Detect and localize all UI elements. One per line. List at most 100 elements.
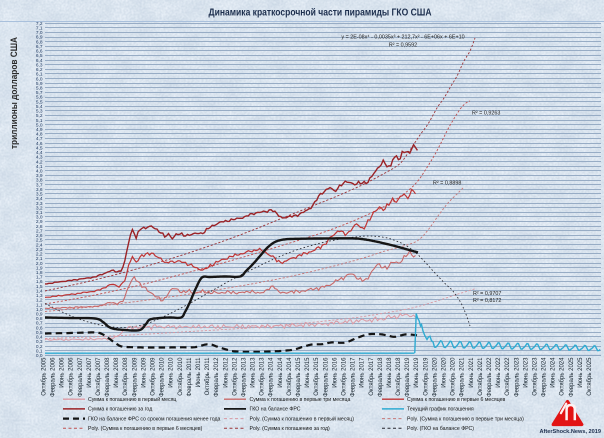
svg-text:ГКО на балансе ФРС: ГКО на балансе ФРС	[250, 407, 301, 413]
svg-text:3,2: 3,2	[36, 205, 43, 211]
svg-text:Октябрь 2019: Октябрь 2019	[423, 357, 429, 396]
svg-text:5,9: 5,9	[36, 81, 43, 87]
svg-text:0,9: 0,9	[36, 311, 43, 317]
svg-text:4,1: 4,1	[36, 164, 43, 170]
svg-text:Октябрь 2005: Октябрь 2005	[41, 357, 47, 396]
svg-text:0,0: 0,0	[36, 353, 43, 359]
svg-text:Июнь 2023: Июнь 2023	[523, 357, 529, 388]
svg-text:1,1: 1,1	[36, 302, 43, 308]
svg-text:Июнь 2012: Июнь 2012	[223, 357, 229, 388]
svg-text:4,3: 4,3	[36, 155, 43, 161]
svg-text:Октябрь 2024: Октябрь 2024	[560, 357, 566, 396]
svg-text:3,4: 3,4	[36, 196, 43, 202]
svg-text:4,6: 4,6	[36, 141, 43, 147]
svg-text:Февраль 2009: Февраль 2009	[132, 357, 138, 397]
svg-text:Июнь 2018: Июнь 2018	[387, 357, 393, 388]
svg-text:R² = 0,9263: R² = 0,9263	[472, 111, 500, 117]
svg-text:0,4: 0,4	[36, 335, 43, 341]
svg-text:5,7: 5,7	[36, 90, 43, 96]
svg-text:6,7: 6,7	[36, 44, 43, 50]
svg-text:0,3: 0,3	[36, 339, 43, 345]
svg-text:Февраль 2018: Февраль 2018	[378, 357, 384, 397]
svg-text:Февраль 2015: Февраль 2015	[296, 357, 302, 397]
svg-text:4,8: 4,8	[36, 132, 43, 138]
svg-text:Июнь 2008: Июнь 2008	[114, 357, 120, 388]
svg-text:4,4: 4,4	[36, 150, 43, 156]
svg-text:1,3: 1,3	[36, 293, 43, 299]
svg-text:5,1: 5,1	[36, 118, 43, 124]
svg-text:Poly. (Сумма к погашению в пер: Poly. (Сумма к погашению в первые три ме…	[407, 416, 524, 422]
svg-text:6,0: 6,0	[36, 76, 43, 82]
svg-text:Февраль 2019: Февраль 2019	[405, 357, 411, 397]
svg-text:7,2: 7,2	[36, 21, 43, 27]
svg-text:Июнь 2010: Июнь 2010	[169, 357, 175, 388]
svg-text:Июнь 2024: Июнь 2024	[551, 357, 557, 388]
svg-text:5,4: 5,4	[36, 104, 43, 110]
svg-text:Июнь 2016: Июнь 2016	[332, 357, 338, 388]
svg-text:Октябрь 2017: Октябрь 2017	[369, 357, 375, 396]
svg-text:Февраль 2014: Февраль 2014	[269, 357, 275, 397]
svg-text:Февраль 2024: Февраль 2024	[542, 357, 548, 397]
svg-text:Февраль 2016: Февраль 2016	[323, 357, 329, 397]
svg-text:Февраль 2025: Февраль 2025	[569, 357, 575, 397]
svg-text:6,5: 6,5	[36, 53, 43, 59]
svg-text:2,7: 2,7	[36, 228, 43, 234]
svg-text:2,4: 2,4	[36, 242, 43, 248]
svg-text:Poly. (ГКО на балансе ФРС): Poly. (ГКО на балансе ФРС)	[407, 426, 474, 432]
svg-text:3,3: 3,3	[36, 201, 43, 207]
svg-text:Октябрь 2011: Октябрь 2011	[205, 357, 211, 395]
svg-text:1,9: 1,9	[36, 265, 43, 271]
svg-text:Июнь 2025: Июнь 2025	[578, 357, 584, 388]
svg-text:0,2: 0,2	[36, 344, 43, 350]
svg-text:Февраль 2022: Февраль 2022	[487, 357, 493, 397]
svg-text:Июнь 2007: Июнь 2007	[87, 357, 93, 388]
svg-text:Октябрь 2013: Октябрь 2013	[260, 357, 266, 396]
svg-text:Poly. (Сумма к погашению в пер: Poly. (Сумма к погашению в первый месяц)	[250, 415, 355, 422]
svg-text:Октябрь 2007: Октябрь 2007	[96, 357, 102, 396]
svg-text:4,2: 4,2	[36, 159, 43, 165]
svg-text:Июнь 2011: Июнь 2011	[196, 357, 202, 387]
svg-text:5,6: 5,6	[36, 95, 43, 101]
svg-text:4,7: 4,7	[36, 136, 43, 142]
svg-text:4,5: 4,5	[36, 145, 43, 151]
svg-text:4,9: 4,9	[36, 127, 43, 133]
svg-text:Сумма к погашению в первый мес: Сумма к погашению в первый месяц	[88, 396, 176, 403]
svg-text:1,7: 1,7	[36, 275, 43, 281]
svg-text:1,6: 1,6	[36, 279, 43, 285]
svg-text:Июнь 2021: Июнь 2021	[469, 357, 475, 388]
svg-text:3,8: 3,8	[36, 178, 43, 184]
svg-text:6,1: 6,1	[36, 72, 43, 78]
svg-text:Июнь 2015: Июнь 2015	[305, 357, 311, 388]
svg-text:Сумма к погашению в первые 6 м: Сумма к погашению в первые 6 месяцев	[407, 397, 506, 403]
svg-text:Февраль 2021: Февраль 2021	[460, 357, 466, 397]
svg-text:Октябрь 2010: Октябрь 2010	[178, 357, 184, 396]
svg-text:Октябрь 2009: Октябрь 2009	[151, 357, 157, 396]
svg-text:Февраль 2008: Февраль 2008	[105, 357, 111, 397]
svg-text:Октябрь 2015: Октябрь 2015	[314, 357, 320, 396]
svg-text:Июнь 2009: Июнь 2009	[141, 357, 147, 388]
svg-text:Poly. (Сумма к погашению за го: Poly. (Сумма к погашению за год)	[250, 426, 331, 432]
svg-text:5,5: 5,5	[36, 99, 43, 105]
svg-text:Февраль 2010: Февраль 2010	[160, 357, 166, 397]
svg-text:1,5: 1,5	[36, 284, 43, 290]
svg-text:Июнь 2020: Июнь 2020	[442, 357, 448, 388]
svg-text:3,0: 3,0	[36, 215, 43, 221]
svg-text:4,0: 4,0	[36, 169, 43, 175]
svg-text:y = 2E-08x⁴ - 0,0035x³ + 212,7: y = 2E-08x⁴ - 0,0035x³ + 212,7x² - 6E+06…	[341, 35, 464, 41]
svg-text:Июнь 2006: Июнь 2006	[60, 357, 66, 388]
svg-text:2,8: 2,8	[36, 224, 43, 230]
svg-text:3,1: 3,1	[36, 210, 43, 216]
svg-text:6,4: 6,4	[36, 58, 43, 64]
svg-text:Сумма к погашению в первые три: Сумма к погашению в первые три месяца	[250, 397, 351, 403]
svg-text:7,0: 7,0	[36, 30, 43, 36]
svg-text:5,3: 5,3	[36, 109, 43, 115]
svg-text:Динамика краткосрочной части: Динамика краткосрочной части пирамиды ГК…	[209, 6, 432, 18]
svg-text:5,0: 5,0	[36, 122, 43, 128]
svg-text:Октябрь 2022: Октябрь 2022	[505, 357, 511, 396]
svg-text:5,8: 5,8	[36, 85, 43, 91]
svg-text:Октябрь 2018: Октябрь 2018	[396, 357, 402, 396]
svg-text:2,6: 2,6	[36, 233, 43, 239]
svg-text:6,9: 6,9	[36, 35, 43, 41]
svg-text:Poly. (Сумма к погашению в пер: Poly. (Сумма к погашению в первые 6 меся…	[88, 426, 203, 432]
svg-text:Текущий график погашения: Текущий график погашения	[407, 406, 474, 413]
